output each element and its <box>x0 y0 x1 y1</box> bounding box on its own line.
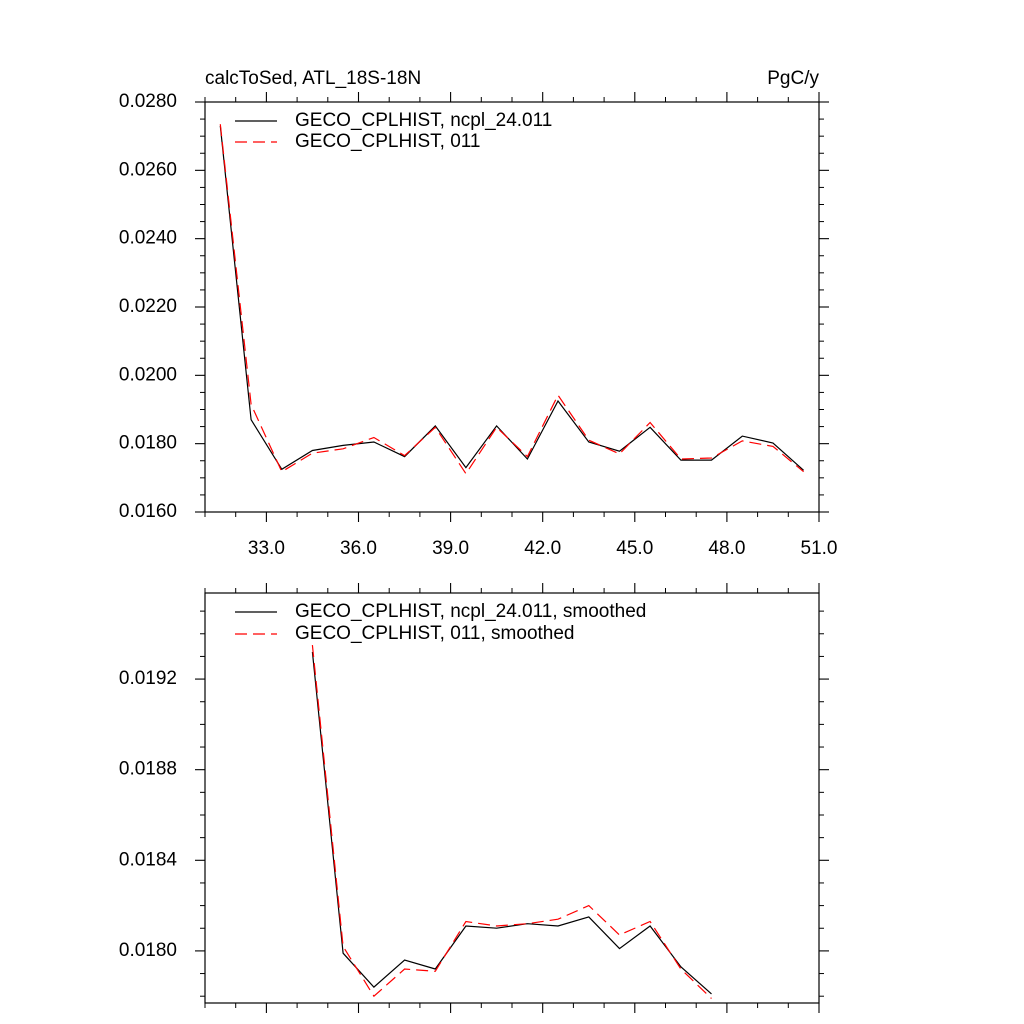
top-y-tick-label: 0.0160 <box>119 501 177 522</box>
top-legend-label-2: GECO_CPLHIST, 011 <box>295 131 481 152</box>
bottom-y-tick-labels: 0.0180 0.0184 0.0188 0.0192 <box>119 668 178 961</box>
top-y-tick-label: 0.0280 <box>119 91 177 112</box>
top-y-tick-labels: 0.0160 0.0180 0.0200 0.0220 0.0240 0.0260 0.02… <box>119 91 177 522</box>
bottom-y-tick-label: 0.0184 <box>119 849 178 870</box>
top-tick-marks <box>195 92 829 522</box>
top-x-tick-label: 42.0 <box>524 538 561 559</box>
top-y-tick-label: 0.0260 <box>119 159 177 180</box>
bottom-panel: 0.0180 0.0184 0.0188 0.0192 GECO_CPLHIST, n… <box>119 583 829 1013</box>
chart-title: calcToSed, ATL_18S-18N <box>205 68 421 89</box>
bottom-tick-marks <box>195 583 829 1013</box>
top-y-tick-label: 0.0220 <box>119 296 177 317</box>
bottom-series-line-2 <box>311 645 712 999</box>
top-x-tick-label: 33.0 <box>248 538 285 559</box>
bottom-plot-frame <box>204 592 820 1004</box>
bottom-y-tick-label: 0.0192 <box>119 668 177 689</box>
top-x-tick-label: 48.0 <box>708 538 745 559</box>
top-x-tick-label: 36.0 <box>340 538 377 559</box>
bottom-legend-label-2: GECO_CPLHIST, 011, smoothed <box>295 623 575 644</box>
top-series-lines <box>219 124 804 475</box>
top-x-tick-label: 39.0 <box>432 538 469 559</box>
bottom-series-line-1 <box>311 651 712 995</box>
top-panel: 0.0160 0.0180 0.0200 0.0220 0.0240 0.0260 0.02… <box>119 68 838 559</box>
top-plot-frame <box>204 101 820 513</box>
bottom-legend-label-1: GECO_CPLHIST, ncpl_24.011, smoothed <box>295 601 646 622</box>
bottom-series-lines <box>311 645 712 999</box>
units-label: PgC/y <box>767 68 819 89</box>
top-y-tick-label: 0.0180 <box>119 433 177 454</box>
top-x-tick-label: 51.0 <box>801 538 838 559</box>
top-series-line-1 <box>219 125 804 471</box>
bottom-legend: GECO_CPLHIST, ncpl_24.011, smoothedGECO_… <box>235 601 646 644</box>
top-y-tick-label: 0.0240 <box>119 228 177 249</box>
top-series-line-2 <box>219 124 804 475</box>
top-x-tick-labels: 33.0 36.0 39.0 42.0 45.0 48.0 51.0 <box>248 538 838 559</box>
bottom-y-tick-label: 0.0180 <box>119 940 177 961</box>
top-legend-label-1: GECO_CPLHIST, ncpl_24.011 <box>295 110 552 131</box>
bottom-y-tick-label: 0.0188 <box>119 759 177 780</box>
top-y-tick-label: 0.0200 <box>119 364 177 385</box>
top-x-tick-label: 45.0 <box>616 538 653 559</box>
